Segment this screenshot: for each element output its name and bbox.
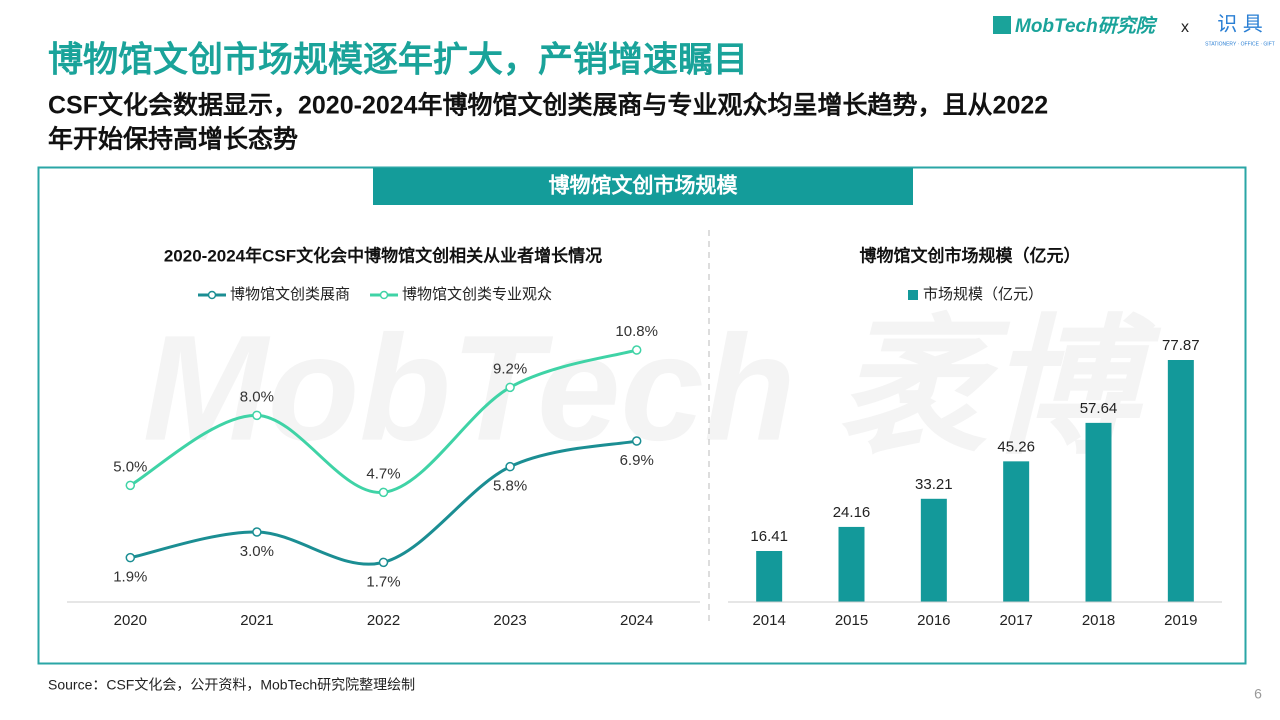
value-label: 9.2% (493, 360, 527, 377)
point (252, 410, 262, 421)
chart-title: 2020-2024年CSF文化会中博物馆文创相关从业者增长情况 (164, 245, 602, 265)
legend-marker (207, 290, 217, 300)
value-label: 24.16 (833, 504, 871, 521)
partner-tagline: STATIONERY · OFFICE · GIFT (1205, 41, 1275, 47)
separator: x (1181, 19, 1189, 36)
bar (1167, 360, 1194, 602)
watermark: MobTech 袤博 (143, 304, 1162, 472)
x-tick-label: 2014 (752, 612, 785, 629)
x-tick-label: 2017 (999, 612, 1032, 629)
value-label: 57.64 (1080, 400, 1118, 417)
point (378, 487, 389, 498)
bar (838, 526, 865, 602)
value-label: 1.7% (366, 573, 400, 590)
page-number: 6 (1254, 686, 1262, 702)
point (125, 552, 136, 563)
point (631, 436, 642, 446)
value-label: 16.41 (750, 528, 788, 545)
legend-swatch (908, 290, 918, 300)
value-label: 3.0% (240, 543, 274, 560)
bar (756, 551, 783, 602)
value-label: 6.9% (620, 452, 654, 469)
value-label: 33.21 (915, 476, 953, 493)
point (252, 527, 262, 537)
panel-title: 博物馆文创市场规模 (549, 174, 739, 198)
x-tick-label: 2024 (620, 612, 653, 629)
x-tick-label: 2015 (835, 612, 868, 629)
x-tick-label: 2023 (493, 612, 526, 629)
source: Source：CSF文化会，公开资料，MobTech研究院整理绘制 (48, 677, 415, 693)
value-label: 8.0% (240, 388, 274, 405)
x-tick-label: 2016 (917, 612, 950, 629)
legend-label: 博物馆文创类专业观众 (402, 286, 552, 303)
title: 博物馆文创市场规模逐年扩大，产销增速瞩目 (48, 40, 748, 79)
point (505, 382, 515, 393)
bar (1085, 422, 1112, 602)
value-label: 77.87 (1162, 337, 1200, 354)
panel (37, 166, 1247, 665)
x-tick-label: 2020 (114, 612, 147, 629)
bar (1003, 461, 1030, 602)
panel-title-bg (373, 168, 913, 205)
x-tick-label: 2022 (367, 612, 400, 629)
legend-marker (379, 290, 389, 300)
x-tick-label: 2021 (240, 612, 273, 629)
value-label: 45.26 (997, 438, 1035, 455)
point (378, 557, 389, 568)
subtitle: 年开始保持高增长态势 (48, 125, 298, 154)
point (505, 461, 515, 472)
value-label: 5.8% (493, 478, 527, 495)
point (125, 480, 136, 491)
chart-title: 博物馆文创市场规模（亿元） (860, 245, 1081, 265)
value-label: 1.9% (113, 569, 147, 586)
x-tick-label: 2019 (1164, 612, 1197, 629)
value-label: 10.8% (615, 323, 658, 340)
legend-label: 博物馆文创类展商 (230, 286, 350, 303)
bar (920, 498, 947, 602)
x-tick-label: 2018 (1082, 612, 1115, 629)
legend-label: 市场规模（亿元） (923, 286, 1043, 303)
value-label: 4.7% (366, 465, 400, 482)
partner-logo: 识 具 (1217, 13, 1263, 35)
logo: MobTech研究院 (1015, 15, 1158, 37)
point (631, 345, 642, 355)
logo-icon (993, 16, 1011, 34)
subtitle: CSF文化会数据显示，2020-2024年博物馆文创类展商与专业观众均呈增长趋势… (48, 91, 1048, 120)
value-label: 5.0% (113, 458, 147, 475)
